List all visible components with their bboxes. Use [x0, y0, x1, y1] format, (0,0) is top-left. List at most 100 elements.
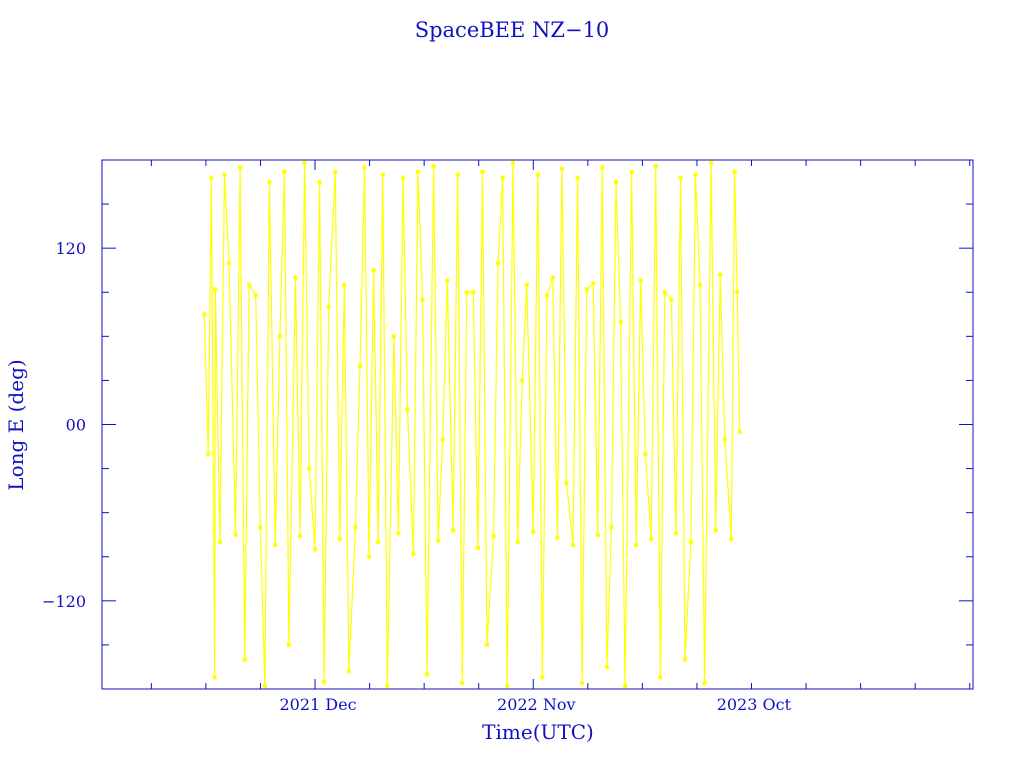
- x-tick-label-2: 2023 Oct: [717, 695, 792, 714]
- data-point: [455, 172, 460, 177]
- data-point: [559, 166, 564, 171]
- data-point: [233, 532, 238, 537]
- data-point: [500, 175, 505, 180]
- data-point: [337, 537, 342, 542]
- y-axis-label: Long E (deg): [4, 359, 28, 490]
- data-point: [227, 260, 232, 265]
- data-point: [709, 160, 714, 165]
- data-point: [400, 175, 405, 180]
- data-point: [353, 525, 358, 530]
- chart-title: SpaceBEE NZ−10: [415, 18, 610, 42]
- data-point: [600, 165, 605, 170]
- data-point: [460, 681, 465, 686]
- data-point: [451, 528, 456, 533]
- data-point: [431, 163, 436, 168]
- data-point: [436, 538, 441, 543]
- data-point: [346, 669, 351, 674]
- data-point: [693, 172, 698, 177]
- data-point: [584, 287, 589, 292]
- data-point: [317, 180, 322, 185]
- data-point: [591, 281, 596, 286]
- data-point: [634, 542, 639, 547]
- x-tick-label-0: 2021 Dec: [279, 695, 356, 714]
- data-point: [376, 540, 381, 545]
- data-point: [213, 287, 218, 292]
- data-point: [357, 363, 362, 368]
- data-point: [702, 681, 707, 686]
- y-tick-label-1: 00: [66, 416, 86, 435]
- data-point: [555, 535, 560, 540]
- data-point: [273, 542, 278, 547]
- data-point: [713, 528, 718, 533]
- data-point: [420, 297, 425, 302]
- series-line: [203, 162, 741, 687]
- data-point: [391, 334, 396, 339]
- data-point: [649, 537, 654, 542]
- x-tick-label-1: 2022 Nov: [497, 695, 575, 714]
- data-point: [515, 540, 520, 545]
- data-point: [662, 290, 667, 295]
- data-point: [618, 319, 623, 324]
- data-point: [242, 657, 247, 662]
- y-tick-label-2: −120: [42, 592, 86, 611]
- data-point: [282, 169, 287, 174]
- data-point: [669, 297, 674, 302]
- data-point: [464, 290, 469, 295]
- data-point: [491, 534, 496, 539]
- data-point: [729, 537, 734, 542]
- data-point: [258, 525, 263, 530]
- data-point: [415, 169, 420, 174]
- data-point: [202, 312, 207, 317]
- data-point: [326, 304, 331, 309]
- data-point: [520, 378, 525, 383]
- data-point: [638, 278, 643, 283]
- data-point: [531, 529, 536, 534]
- y-tick-label-0: 120: [55, 239, 86, 258]
- data-point: [718, 272, 723, 277]
- data-point: [209, 175, 214, 180]
- data-point: [217, 540, 222, 545]
- data-point: [604, 664, 609, 669]
- data-point: [623, 684, 628, 689]
- data-point: [286, 642, 291, 647]
- data-point: [293, 275, 298, 280]
- data-point: [212, 675, 217, 680]
- data-point: [643, 451, 648, 456]
- data-point: [485, 642, 490, 647]
- data-point: [298, 534, 303, 539]
- data-point: [735, 290, 740, 295]
- data-point: [511, 160, 516, 165]
- data-point: [411, 551, 416, 556]
- data-point: [673, 531, 678, 536]
- data-point: [238, 165, 243, 170]
- data-point: [206, 451, 211, 456]
- data-point: [678, 175, 683, 180]
- data-point: [475, 545, 480, 550]
- data-point: [540, 675, 545, 680]
- data-point: [367, 554, 372, 559]
- data-point: [362, 165, 367, 170]
- x-axis-label: Time(UTC): [482, 720, 594, 744]
- data-point: [302, 160, 307, 165]
- data-point: [480, 169, 485, 174]
- data-point: [722, 437, 727, 442]
- data-point: [496, 260, 501, 265]
- data-point: [571, 542, 576, 547]
- data-point: [688, 540, 693, 545]
- data-point: [544, 293, 549, 298]
- data-point: [737, 429, 742, 434]
- data-point: [277, 334, 282, 339]
- data-point: [575, 175, 580, 180]
- data-point: [683, 657, 688, 662]
- data-point: [445, 278, 450, 283]
- data-point: [698, 282, 703, 287]
- data-point: [380, 172, 385, 177]
- data-point: [253, 293, 258, 298]
- data-point: [247, 282, 252, 287]
- series-layer: [202, 160, 742, 689]
- data-point: [658, 675, 663, 680]
- data-point: [222, 172, 227, 177]
- data-point: [405, 407, 410, 412]
- data-point: [333, 169, 338, 174]
